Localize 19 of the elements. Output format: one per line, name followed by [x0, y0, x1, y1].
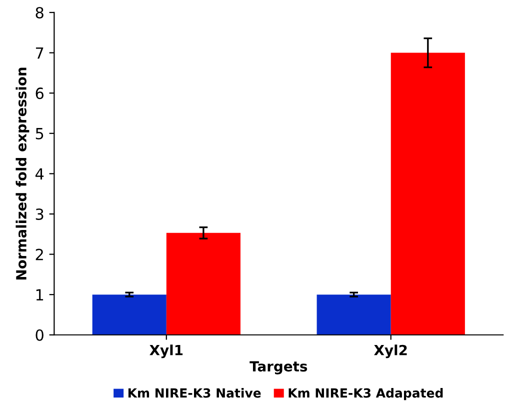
bar [316, 294, 391, 335]
legend-label: Km NIRE-K3 Adapated [288, 388, 443, 400]
y-tick-label: 0 [36, 329, 44, 341]
y-tick-label: 6 [36, 88, 44, 100]
x-axis-title: Targets [250, 361, 308, 374]
legend-label: Km NIRE-K3 Native [128, 388, 261, 398]
y-tick-label: 8 [36, 6, 44, 18]
y-tick-label: 7 [36, 47, 44, 59]
y-tick-label: 2 [36, 248, 43, 260]
bar [166, 232, 240, 335]
x-tick-label: Xyl1 [150, 344, 183, 358]
y-axis-title: Normalized fold expression [16, 68, 30, 280]
bar [390, 52, 465, 335]
y-tick-label: 5 [36, 128, 44, 140]
x-tick-label: Xyl2 [374, 344, 407, 358]
y-tick-label: 4 [35, 168, 44, 180]
bar [92, 294, 166, 335]
y-tick-label: 3 [36, 208, 44, 220]
y-tick-label: 1 [36, 289, 44, 300]
